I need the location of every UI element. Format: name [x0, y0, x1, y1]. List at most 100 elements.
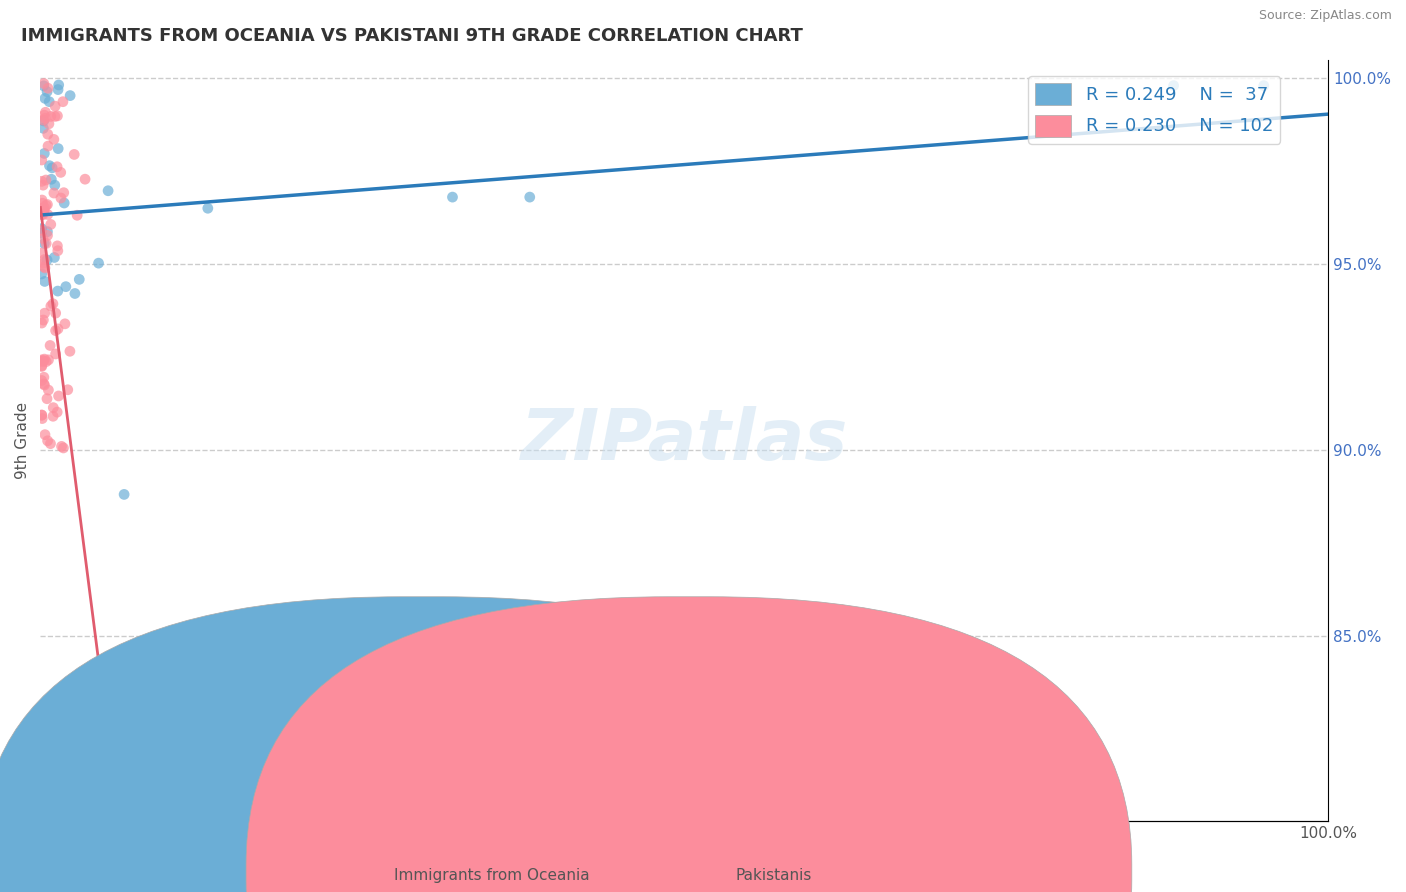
Point	[1163, 78, 1185, 93]
Point	[80, 732, 103, 747]
Point	[31, 359, 53, 374]
Point	[31, 267, 53, 281]
Point	[32, 121, 55, 136]
Point	[34, 108, 56, 122]
Point	[37, 434, 59, 448]
Point	[67, 272, 90, 286]
Point	[31, 316, 53, 330]
Text: ZIPatlas: ZIPatlas	[520, 406, 848, 475]
Point	[41, 172, 63, 186]
Point	[34, 427, 56, 442]
Point	[31, 408, 53, 422]
Point	[37, 352, 59, 367]
Point	[112, 487, 135, 501]
Point	[46, 109, 69, 123]
Point	[37, 208, 59, 222]
Point	[49, 191, 72, 205]
Point	[37, 197, 59, 211]
Point	[31, 202, 53, 216]
Point	[35, 252, 58, 267]
Point	[31, 354, 53, 368]
FancyBboxPatch shape	[0, 597, 865, 892]
Point	[34, 252, 56, 267]
Point	[39, 436, 62, 450]
Text: IMMIGRANTS FROM OCEANIA VS PAKISTANI 9TH GRADE CORRELATION CHART: IMMIGRANTS FROM OCEANIA VS PAKISTANI 9TH…	[21, 27, 803, 45]
Point	[31, 207, 53, 221]
Point	[75, 777, 97, 791]
Point	[32, 178, 55, 193]
Point	[31, 246, 53, 260]
Point	[31, 223, 53, 237]
Point	[35, 198, 58, 212]
Point	[31, 193, 53, 207]
Point	[66, 208, 89, 222]
Point	[35, 173, 58, 187]
Point	[44, 110, 66, 124]
Point	[38, 159, 60, 173]
Point	[46, 239, 69, 253]
Point	[32, 113, 55, 128]
Point	[34, 105, 56, 120]
Point	[51, 439, 73, 453]
Point	[39, 299, 62, 313]
Point	[31, 153, 53, 167]
Point	[32, 78, 55, 93]
Point	[41, 161, 63, 175]
Point	[59, 344, 82, 359]
Point	[37, 139, 59, 153]
Point	[31, 202, 53, 217]
Point	[46, 322, 69, 336]
Point	[46, 160, 69, 174]
Point	[34, 112, 56, 126]
Point	[31, 208, 53, 222]
Point	[46, 82, 69, 96]
Point	[97, 184, 120, 198]
Point	[37, 228, 59, 243]
Point	[46, 405, 69, 419]
Point	[39, 338, 62, 352]
Point	[63, 286, 86, 301]
Y-axis label: 9th Grade: 9th Grade	[15, 402, 30, 479]
Point	[31, 353, 53, 368]
Point	[32, 114, 55, 128]
Point	[32, 260, 55, 274]
Point	[42, 186, 65, 200]
Point	[91, 785, 114, 799]
Point	[31, 196, 53, 211]
Point	[32, 353, 55, 368]
Point	[56, 383, 79, 397]
Point	[94, 888, 117, 892]
Point	[96, 684, 118, 698]
Point	[44, 99, 66, 113]
Point	[39, 218, 62, 232]
Point	[34, 146, 56, 161]
Point	[34, 236, 56, 251]
Point	[83, 740, 105, 755]
Point	[53, 196, 76, 211]
Point	[45, 324, 67, 338]
Point	[48, 78, 70, 92]
Point	[79, 740, 101, 755]
Point	[34, 201, 56, 215]
Point	[441, 190, 464, 204]
Point	[48, 389, 70, 403]
Point	[35, 354, 58, 368]
Point	[37, 225, 59, 239]
Point	[37, 127, 59, 141]
Text: Source: ZipAtlas.com: Source: ZipAtlas.com	[1258, 9, 1392, 22]
Point	[100, 852, 122, 866]
Point	[31, 359, 53, 373]
Point	[31, 411, 53, 425]
Point	[37, 383, 59, 397]
Point	[55, 279, 77, 293]
Point	[32, 256, 55, 270]
Point	[32, 313, 55, 327]
Point	[38, 95, 60, 109]
Point	[37, 81, 59, 95]
Point	[45, 306, 67, 320]
Point	[75, 172, 97, 186]
Point	[32, 370, 55, 384]
Point	[38, 117, 60, 131]
Point	[42, 409, 65, 424]
Point	[45, 347, 67, 361]
